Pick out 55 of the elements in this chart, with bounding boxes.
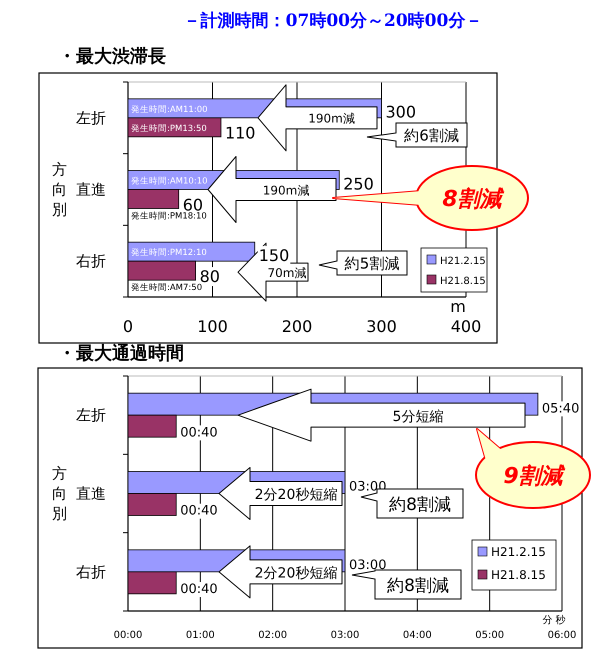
y-axis-title: 方向別 [52, 464, 67, 522]
x-axis-title: 分 秒 [542, 614, 566, 626]
annotation: 発生時間:AM11:00 [131, 104, 208, 115]
annotation: 発生時間:PM18:10 [131, 210, 207, 222]
x-tick-label: 00:00 [114, 630, 142, 641]
x-tick-label: 04:00 [402, 630, 432, 641]
annotation: 5分短縮 [392, 408, 444, 425]
chart-subtitle: －計測時間：07時00分～20時00分－ [184, 11, 482, 31]
y-tick-label: 左折 [76, 406, 106, 424]
annotation: 約6割減 [404, 126, 459, 145]
annotation: 190m減 [308, 112, 355, 126]
data-label: 00:40 [180, 504, 218, 519]
data-label: 05:40 [542, 401, 580, 416]
annotation: 約8割減 [387, 576, 449, 596]
x-tick-label: 02:00 [258, 630, 288, 641]
legend-label: H21.8.15 [440, 276, 486, 287]
x-tick-label: 05:00 [475, 630, 504, 641]
annotation: 発生時間:PM13:50 [131, 122, 207, 134]
x-tick-label: 100 [197, 317, 228, 336]
chart-title: ・最大渋滞長 [58, 46, 166, 67]
y-tick-label: 右折 [76, 252, 106, 270]
annotation: 2分20秒短縮 [254, 487, 338, 504]
data-label: 110 [224, 124, 256, 143]
chart-title: ・最大通過時間 [58, 343, 184, 364]
annotation: 190m減 [262, 183, 310, 198]
data-label: 00:40 [180, 425, 218, 440]
y-tick-label: 右折 [76, 562, 106, 581]
y-tick-label: 直進 [76, 180, 106, 198]
annotation: 発生時間:PM12:10 [131, 247, 207, 258]
annotation: 約5割減 [344, 254, 400, 273]
y-tick-label: 直進 [76, 484, 106, 502]
x-tick-label: 03:00 [330, 630, 360, 641]
data-label: 250 [343, 174, 374, 194]
annotation: 9割減 [503, 464, 566, 489]
data-label: 00:40 [180, 582, 218, 598]
annotation: 2分20秒短縮 [254, 565, 338, 582]
data-label: 300 [386, 102, 416, 122]
legend-label: H21.2.15 [491, 545, 546, 559]
annotation: 8割減 [442, 187, 505, 212]
x-tick-label: 06:00 [548, 630, 576, 641]
y-axis-title: 方向別 [52, 160, 67, 218]
x-tick-label: 0 [122, 317, 134, 336]
annotation: 約8割減 [389, 494, 451, 515]
x-axis-title: m [450, 297, 466, 316]
y-tick-label: 左折 [76, 108, 106, 127]
annotation: 発生時間:AM7:50 [131, 282, 202, 294]
data-label: 150 [258, 246, 290, 266]
x-tick-label: 300 [366, 317, 397, 336]
annotation: 発生時間:AM10:10 [131, 176, 208, 186]
x-tick-label: 200 [282, 317, 312, 336]
legend-label: H21.2.15 [440, 256, 486, 267]
annotation: 70m減 [268, 266, 306, 280]
x-tick-label: 400 [450, 317, 482, 336]
legend-label: H21.8.15 [491, 568, 546, 582]
x-tick-label: 01:00 [186, 630, 215, 641]
